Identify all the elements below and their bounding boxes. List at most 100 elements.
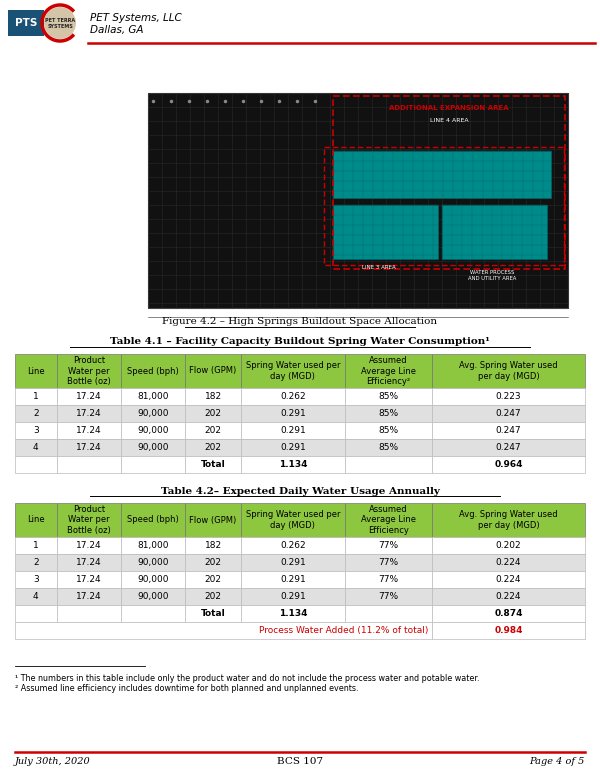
FancyBboxPatch shape xyxy=(15,537,56,554)
Text: 0.874: 0.874 xyxy=(494,609,523,618)
Text: 85%: 85% xyxy=(379,392,398,401)
FancyBboxPatch shape xyxy=(121,503,185,537)
Text: SYSTEMS: SYSTEMS xyxy=(47,23,73,29)
FancyBboxPatch shape xyxy=(15,439,56,456)
Text: 0.262: 0.262 xyxy=(280,541,305,550)
FancyBboxPatch shape xyxy=(185,605,241,622)
FancyBboxPatch shape xyxy=(345,588,432,605)
Text: 17.24: 17.24 xyxy=(76,443,101,452)
FancyBboxPatch shape xyxy=(56,588,121,605)
Text: 4: 4 xyxy=(33,443,38,452)
Text: Spring Water used per
day (MGD): Spring Water used per day (MGD) xyxy=(245,510,340,530)
Text: Speed (bph): Speed (bph) xyxy=(127,515,179,524)
FancyBboxPatch shape xyxy=(345,439,432,456)
Text: 0.291: 0.291 xyxy=(280,558,306,567)
Text: Table 4.2– Expected Daily Water Usage Annually: Table 4.2– Expected Daily Water Usage An… xyxy=(161,486,439,496)
Text: 3: 3 xyxy=(33,575,38,584)
Text: 0.291: 0.291 xyxy=(280,592,306,601)
FancyBboxPatch shape xyxy=(432,354,585,388)
FancyBboxPatch shape xyxy=(432,405,585,422)
Text: 17.24: 17.24 xyxy=(76,592,101,601)
FancyBboxPatch shape xyxy=(345,571,432,588)
Text: 90,000: 90,000 xyxy=(137,558,169,567)
Text: 0.262: 0.262 xyxy=(280,392,305,401)
FancyBboxPatch shape xyxy=(345,422,432,439)
Text: 90,000: 90,000 xyxy=(137,409,169,418)
FancyBboxPatch shape xyxy=(121,554,185,571)
Text: ADDITIONAL EXPANSION AREA: ADDITIONAL EXPANSION AREA xyxy=(389,105,509,111)
FancyBboxPatch shape xyxy=(345,405,432,422)
Text: PET TERRA: PET TERRA xyxy=(45,18,75,23)
FancyBboxPatch shape xyxy=(185,503,241,537)
FancyBboxPatch shape xyxy=(333,151,551,198)
Text: PET Systems, LLC: PET Systems, LLC xyxy=(90,13,182,23)
FancyBboxPatch shape xyxy=(15,354,56,388)
FancyBboxPatch shape xyxy=(241,503,345,537)
FancyBboxPatch shape xyxy=(8,10,44,36)
FancyBboxPatch shape xyxy=(432,422,585,439)
Text: 90,000: 90,000 xyxy=(137,426,169,435)
FancyBboxPatch shape xyxy=(432,388,585,405)
FancyBboxPatch shape xyxy=(241,422,345,439)
FancyBboxPatch shape xyxy=(185,456,241,473)
FancyBboxPatch shape xyxy=(56,537,121,554)
FancyBboxPatch shape xyxy=(15,405,56,422)
FancyBboxPatch shape xyxy=(333,205,438,259)
Text: Assumed
Average Line
Efficiency: Assumed Average Line Efficiency xyxy=(361,505,416,535)
Text: 0.224: 0.224 xyxy=(496,558,521,567)
FancyBboxPatch shape xyxy=(121,588,185,605)
Text: Page 4 of 5: Page 4 of 5 xyxy=(530,758,585,766)
FancyBboxPatch shape xyxy=(15,554,56,571)
FancyBboxPatch shape xyxy=(432,571,585,588)
FancyBboxPatch shape xyxy=(185,388,241,405)
Text: 17.24: 17.24 xyxy=(76,392,101,401)
FancyBboxPatch shape xyxy=(185,422,241,439)
FancyBboxPatch shape xyxy=(15,605,56,622)
Text: 0.247: 0.247 xyxy=(496,409,521,418)
FancyBboxPatch shape xyxy=(121,439,185,456)
Text: Product
Water per
Bottle (oz): Product Water per Bottle (oz) xyxy=(67,505,110,535)
Text: 1: 1 xyxy=(33,541,38,550)
FancyBboxPatch shape xyxy=(241,588,345,605)
Text: 4: 4 xyxy=(33,592,38,601)
FancyBboxPatch shape xyxy=(185,537,241,554)
FancyBboxPatch shape xyxy=(345,605,432,622)
Text: Speed (bph): Speed (bph) xyxy=(127,367,179,375)
FancyBboxPatch shape xyxy=(432,588,585,605)
FancyBboxPatch shape xyxy=(432,456,585,473)
Text: Avg. Spring Water used
per day (MGD): Avg. Spring Water used per day (MGD) xyxy=(460,361,558,381)
Text: 3: 3 xyxy=(33,426,38,435)
FancyBboxPatch shape xyxy=(185,588,241,605)
Text: 1: 1 xyxy=(33,392,38,401)
Text: LINE 4 AREA: LINE 4 AREA xyxy=(430,119,468,124)
FancyBboxPatch shape xyxy=(148,93,568,308)
Text: 0.224: 0.224 xyxy=(496,592,521,601)
Text: 202: 202 xyxy=(205,592,221,601)
Text: 17.24: 17.24 xyxy=(76,558,101,567)
Text: 0.291: 0.291 xyxy=(280,426,306,435)
FancyBboxPatch shape xyxy=(56,503,121,537)
Text: 90,000: 90,000 xyxy=(137,575,169,584)
FancyBboxPatch shape xyxy=(345,537,432,554)
Text: 202: 202 xyxy=(205,575,221,584)
FancyBboxPatch shape xyxy=(241,571,345,588)
Text: ² Assumed line efficiency includes downtime for both planned and unplanned event: ² Assumed line efficiency includes downt… xyxy=(15,684,359,693)
Text: 77%: 77% xyxy=(379,541,398,550)
Text: 202: 202 xyxy=(205,443,221,452)
FancyBboxPatch shape xyxy=(15,422,56,439)
FancyBboxPatch shape xyxy=(56,439,121,456)
FancyBboxPatch shape xyxy=(121,388,185,405)
Text: 85%: 85% xyxy=(379,409,398,418)
Text: 81,000: 81,000 xyxy=(137,541,169,550)
Text: LINE 3 AREA: LINE 3 AREA xyxy=(362,265,396,270)
FancyBboxPatch shape xyxy=(185,354,241,388)
FancyBboxPatch shape xyxy=(432,537,585,554)
FancyBboxPatch shape xyxy=(241,554,345,571)
Text: Spring Water used per
day (MGD): Spring Water used per day (MGD) xyxy=(245,361,340,381)
Text: 0.984: 0.984 xyxy=(494,626,523,635)
Text: 2: 2 xyxy=(33,558,38,567)
Text: 77%: 77% xyxy=(379,592,398,601)
FancyBboxPatch shape xyxy=(121,537,185,554)
FancyBboxPatch shape xyxy=(56,554,121,571)
Text: 90,000: 90,000 xyxy=(137,592,169,601)
